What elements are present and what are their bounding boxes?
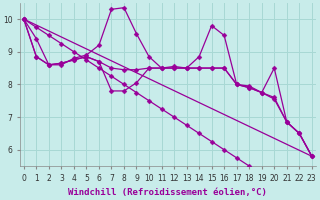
X-axis label: Windchill (Refroidissement éolien,°C): Windchill (Refroidissement éolien,°C): [68, 188, 267, 197]
